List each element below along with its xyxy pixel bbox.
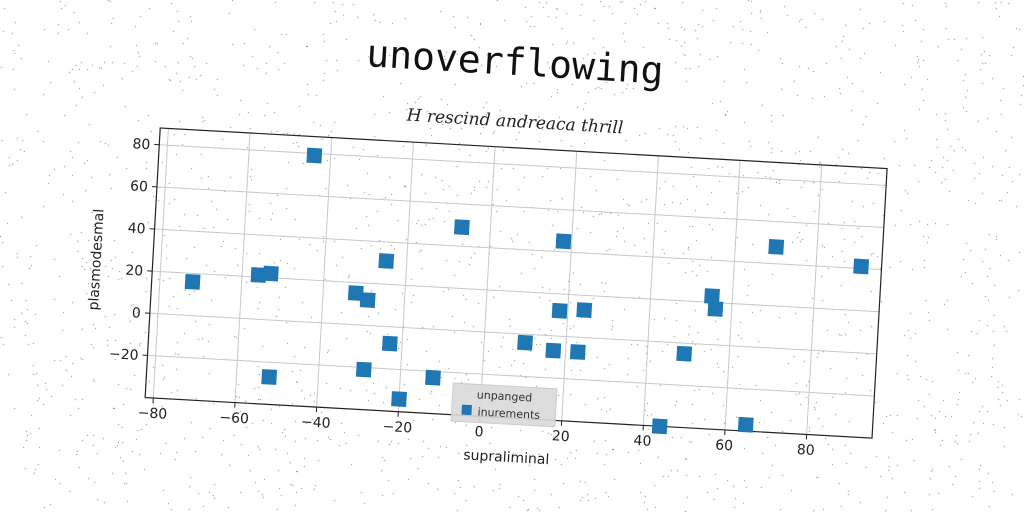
data-point [453, 219, 470, 236]
x-tick-label: 40 [633, 433, 652, 450]
x-axis-label: supraliminal [463, 447, 550, 468]
legend-entry-inurements: inurements [477, 405, 540, 421]
legend: unpanged inurements [450, 382, 558, 428]
data-point [551, 302, 568, 319]
legend-marker [461, 404, 472, 416]
axis-ticks: −80 −60 −40 −20 0 20 40 60 80 −20 0 20 40 60 80 [109, 136, 816, 459]
data-point [391, 391, 407, 407]
data-point [250, 267, 267, 283]
data-point [347, 285, 364, 302]
data-point [184, 273, 201, 290]
legend-box [450, 382, 558, 428]
x-grid-line [642, 155, 659, 426]
y-tick-label: 40 [127, 221, 146, 238]
legend-title: unpanged [476, 388, 532, 404]
data-point [517, 334, 533, 351]
y-grid-line [159, 144, 887, 186]
data-point [707, 301, 724, 317]
data-point [555, 233, 572, 250]
y-axis-label: plasmodesmal [86, 208, 108, 311]
x-grid-line [234, 132, 251, 403]
x-tick-label: −60 [219, 410, 249, 428]
y-grid-line [149, 312, 877, 355]
grid-lines [147, 128, 887, 435]
data-point [768, 238, 785, 255]
x-tick-label: −40 [301, 414, 331, 432]
data-markers [184, 147, 870, 435]
x-grid-line [479, 146, 496, 417]
data-point [704, 288, 720, 305]
y-grid-line [147, 354, 875, 397]
x-tick-label: 20 [551, 428, 570, 445]
x-grid-line [724, 160, 741, 430]
y-tick-label: 0 [131, 305, 141, 321]
data-point [676, 345, 693, 362]
data-point [378, 253, 395, 269]
y-tick-label: 80 [132, 136, 151, 153]
data-point [545, 342, 562, 359]
y-tick-label: 20 [125, 263, 144, 280]
data-point [576, 302, 593, 319]
data-point [261, 369, 278, 385]
data-point [853, 258, 870, 275]
y-tick-label: 60 [130, 178, 149, 195]
data-point [651, 418, 668, 435]
data-point [737, 416, 754, 433]
data-point [355, 361, 372, 378]
data-point [381, 335, 398, 352]
x-grid-line [561, 151, 578, 421]
x-tick-label: −20 [382, 419, 412, 437]
y-tick-label: −20 [109, 346, 139, 364]
x-grid-line [806, 164, 823, 435]
data-point [569, 344, 586, 360]
x-tick-label: −80 [137, 405, 167, 423]
x-tick-label: 0 [474, 424, 484, 440]
data-point [359, 292, 376, 309]
x-tick-label: 60 [715, 437, 734, 454]
y-grid-line [156, 186, 884, 229]
x-tick-label: 80 [796, 442, 815, 459]
data-point [306, 147, 323, 164]
x-grid-line [152, 128, 169, 399]
y-grid-line [154, 228, 882, 271]
data-point [262, 265, 279, 282]
data-point [425, 369, 441, 386]
x-grid-line [316, 137, 333, 408]
x-grid-line [397, 142, 414, 412]
